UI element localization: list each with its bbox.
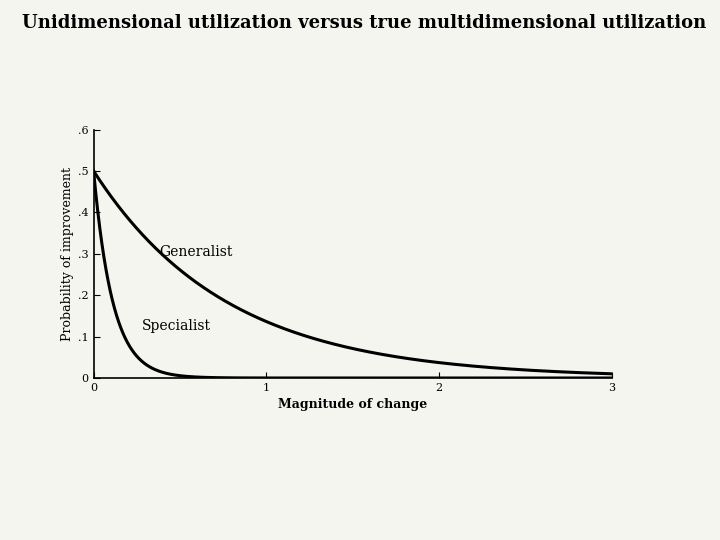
Text: Specialist: Specialist	[142, 319, 211, 333]
Text: Unidimensional utilization versus true multidimensional utilization: Unidimensional utilization versus true m…	[22, 14, 706, 31]
Y-axis label: Probability of improvement: Probability of improvement	[61, 167, 74, 341]
X-axis label: Magnitude of change: Magnitude of change	[278, 399, 428, 411]
Text: Generalist: Generalist	[159, 245, 233, 259]
